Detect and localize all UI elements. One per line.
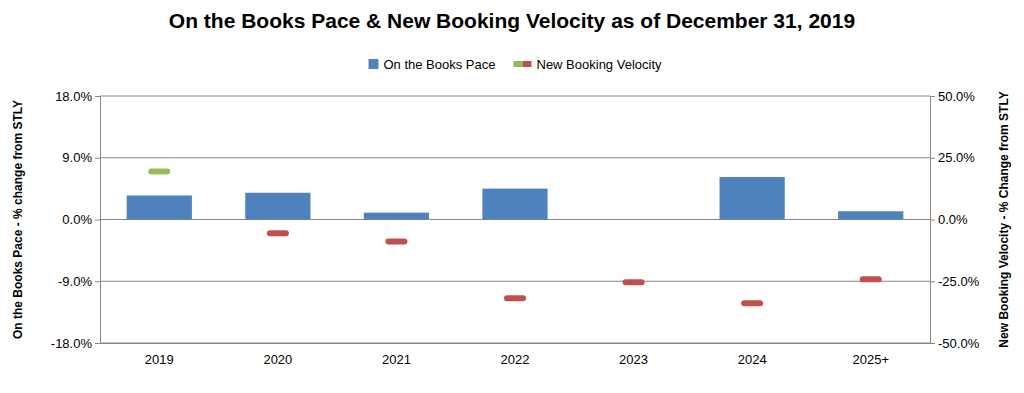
y2-tick-mark	[930, 343, 935, 344]
y2-tick-label: 50.0%	[938, 89, 975, 104]
x-tick: 2024	[738, 352, 767, 367]
y2-tick: -25.0%	[930, 274, 980, 289]
legend: On the Books Pace New Booking Velocity	[368, 57, 662, 72]
chart: On the Books Pace & New Booking Velocity…	[0, 0, 1024, 393]
plot: -18.0% -9.0% 0.0% 9.0% 18.0% -50.0% -25.0% 0.0%…	[51, 89, 980, 368]
dash-marker	[741, 300, 763, 306]
y2-axis-line	[931, 97, 936, 344]
x-tick: 2021	[382, 352, 411, 367]
y2-tick-label: 0.0%	[938, 212, 968, 227]
y-axis-line	[95, 97, 101, 344]
y-tick: 0.0%	[62, 212, 100, 227]
x-tick-label: 2022	[501, 352, 530, 367]
x-tick-label: 2019	[145, 352, 174, 367]
y2-tick-label: -50.0%	[938, 336, 980, 351]
x-tick-label: 2025+	[852, 352, 889, 367]
legend-item: New Booking Velocity	[514, 57, 663, 72]
y2-tick: 50.0%	[930, 89, 975, 104]
dash-marker	[504, 295, 526, 301]
bar	[720, 177, 785, 220]
y-tick-label: -18.0%	[51, 336, 93, 351]
legend-swatch	[523, 61, 532, 67]
x-tick-label: 2024	[738, 352, 767, 367]
bar	[838, 211, 903, 219]
x-tick: 2019	[145, 352, 174, 367]
y2-tick-mark	[930, 96, 935, 97]
y2-tick-label: -25.0%	[938, 274, 980, 289]
series	[127, 177, 904, 220]
y-axis-title: On the Books Pace - % change from STLY	[11, 100, 25, 339]
series	[148, 169, 881, 307]
grid-line	[100, 281, 930, 282]
x-tick: 2023	[619, 352, 648, 367]
y-tick: -9.0%	[58, 274, 100, 289]
grid-line	[100, 343, 930, 344]
x-tick: 2022	[501, 352, 530, 367]
y2-tick-label: 25.0%	[938, 150, 975, 165]
y2-tick: -50.0%	[930, 336, 980, 351]
legend-item: On the Books Pace	[368, 57, 495, 72]
y2-tick-mark	[930, 158, 935, 159]
legend-label: On the Books Pace	[383, 57, 495, 72]
y-tick-label: 18.0%	[55, 89, 92, 104]
bar	[127, 195, 192, 219]
y-tick: 18.0%	[55, 89, 100, 104]
bar	[364, 213, 429, 220]
dash-marker	[267, 230, 289, 236]
bar	[245, 193, 310, 220]
y-tick-mark	[95, 281, 100, 282]
x-tick: 2025+	[852, 352, 889, 367]
y-tick-mark	[95, 343, 100, 344]
bar	[482, 189, 547, 220]
y2-axis: -50.0% -25.0% 0.0% 25.0% 50.0%	[930, 89, 980, 351]
bar	[601, 219, 666, 220]
y2-tick-mark	[930, 281, 935, 282]
y-tick: -18.0%	[51, 336, 100, 351]
grid-line	[100, 96, 930, 97]
y2-axis-title: New Booking Velocity - % Change from STL…	[997, 91, 1011, 347]
x-axis-line	[101, 343, 931, 344]
y-tick-mark	[95, 158, 100, 159]
y-tick-mark	[95, 96, 100, 97]
dash-marker	[623, 279, 645, 285]
legend-label: New Booking Velocity	[537, 57, 663, 72]
grid	[100, 96, 930, 343]
y-axis: -18.0% -9.0% 0.0% 9.0% 18.0%	[51, 89, 101, 351]
x-tick-label: 2020	[263, 352, 292, 367]
y-tick-label: -9.0%	[58, 274, 92, 289]
y-tick-label: 0.0%	[62, 212, 92, 227]
x-axis: 2019 2020 2021 2022 2023 2024 2025+	[101, 344, 931, 368]
marks	[127, 169, 904, 307]
x-tick: 2020	[263, 352, 292, 367]
grid-line	[100, 157, 930, 158]
dash-marker	[860, 276, 882, 282]
title: On the Books Pace & New Booking Velocity…	[169, 9, 855, 32]
y2-tick: 0.0%	[930, 212, 968, 227]
dash-marker	[148, 169, 170, 175]
x-tick-label: 2021	[382, 352, 411, 367]
legend-swatch	[514, 61, 523, 67]
dash-marker	[385, 238, 407, 244]
x-tick-label: 2023	[619, 352, 648, 367]
y2-tick-mark	[930, 220, 935, 221]
y-tick: 9.0%	[62, 150, 100, 165]
legend-swatch	[368, 59, 378, 69]
y-tick-mark	[95, 220, 100, 221]
y-tick-label: 9.0%	[62, 150, 92, 165]
y2-tick: 25.0%	[930, 150, 975, 165]
